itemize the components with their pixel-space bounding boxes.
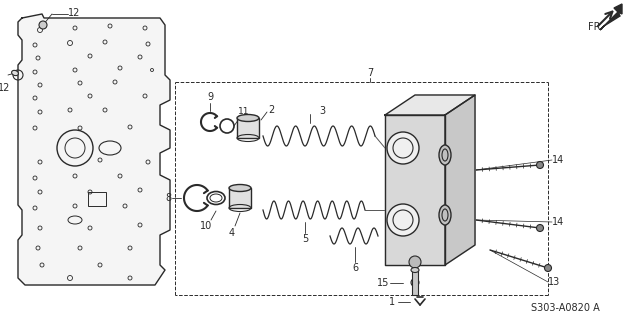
Text: 4: 4: [229, 228, 235, 238]
Text: 3: 3: [319, 106, 325, 116]
Text: 15: 15: [377, 277, 389, 287]
Circle shape: [411, 278, 419, 286]
Polygon shape: [600, 4, 622, 30]
Bar: [88, 192, 106, 206]
Text: 10: 10: [200, 221, 212, 231]
Text: 5: 5: [302, 234, 308, 244]
Ellipse shape: [411, 268, 419, 273]
Polygon shape: [385, 95, 475, 115]
Polygon shape: [445, 95, 475, 265]
Text: 1: 1: [389, 297, 395, 307]
Ellipse shape: [439, 205, 451, 225]
Text: 11: 11: [238, 108, 250, 116]
Circle shape: [387, 132, 419, 164]
Polygon shape: [385, 115, 445, 265]
Ellipse shape: [12, 70, 19, 76]
Circle shape: [545, 265, 552, 271]
Text: 14: 14: [552, 217, 564, 227]
Circle shape: [387, 204, 419, 236]
Circle shape: [39, 21, 47, 29]
Text: 2: 2: [268, 105, 274, 115]
Text: 12: 12: [68, 8, 80, 18]
Ellipse shape: [229, 185, 251, 191]
Text: 12: 12: [0, 83, 10, 93]
Bar: [237, 118, 259, 138]
Text: S303-A0820 A: S303-A0820 A: [531, 303, 600, 313]
Text: 7: 7: [367, 68, 373, 78]
Bar: [412, 270, 418, 295]
Circle shape: [536, 162, 543, 169]
Text: 13: 13: [548, 277, 560, 287]
Text: 6: 6: [352, 263, 358, 273]
Circle shape: [536, 225, 543, 231]
Ellipse shape: [237, 115, 259, 122]
Text: 9: 9: [207, 92, 213, 102]
Polygon shape: [18, 14, 170, 285]
Text: 8: 8: [165, 193, 171, 203]
Text: 14: 14: [552, 155, 564, 165]
Text: FR.: FR.: [588, 22, 603, 32]
Ellipse shape: [439, 145, 451, 165]
Bar: [229, 188, 251, 208]
Circle shape: [409, 256, 421, 268]
